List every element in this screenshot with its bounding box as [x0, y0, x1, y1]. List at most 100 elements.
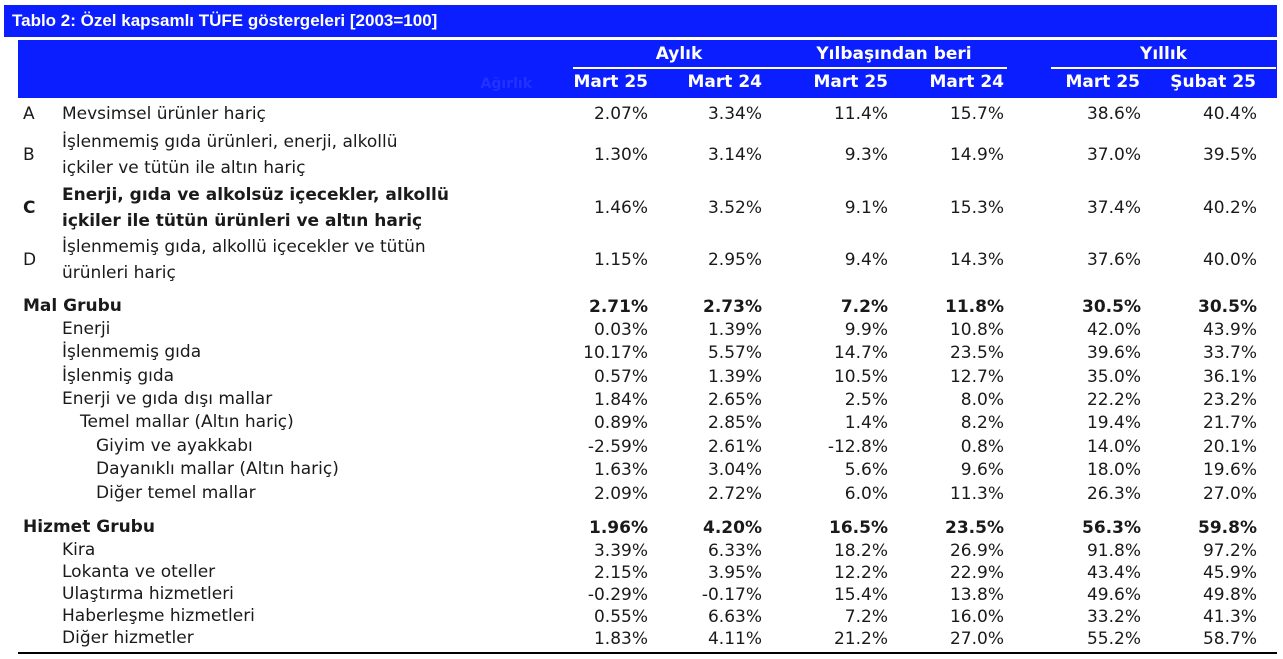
row-label: Enerji ve gıda dışı mallar [62, 389, 273, 409]
row-label: Mevsimsel ürünler hariç [62, 104, 266, 124]
cell-annual-mar25: 14.0% [1086, 436, 1141, 457]
column-header-monthly-mar24: Mart 24 [687, 72, 762, 92]
cell-annual-feb25: 59.8% [1198, 517, 1257, 538]
cell-ytd-mar24: 23.5% [945, 517, 1004, 538]
table-row: İşlenmemiş gıda 10.17% 5.57% 14.7% 23.5% 39.6… [0, 341, 1283, 364]
cell-monthly-mar24: 3.95% [707, 562, 762, 583]
cell-monthly-mar25: -2.59% [587, 436, 648, 457]
column-header-ytd-mar25: Mart 25 [813, 72, 888, 92]
table-row: Lokanta ve oteller 2.15% 3.95% 12.2% 22.9% 43… [0, 561, 1283, 584]
cell-ytd-mar24: 14.3% [949, 250, 1004, 270]
cell-annual-mar25: 39.6% [1086, 342, 1141, 363]
table-row: Enerji 0.03% 1.39% 9.9% 10.8% 42.0% 43.9% [0, 318, 1283, 341]
group-label: Hizmet Grubu [23, 517, 155, 537]
row-code: C [23, 198, 36, 218]
row-label: Temel mallar (Altın hariç) [80, 412, 294, 432]
cell-ytd-mar24: 14.9% [949, 145, 1004, 165]
group-header-ytd: Yılbaşından beri [816, 44, 972, 64]
cell-monthly-mar24: 2.72% [707, 483, 762, 504]
cell-ytd-mar24: 13.8% [949, 584, 1004, 605]
row-code: A [23, 104, 35, 124]
cell-monthly-mar25: 1.63% [593, 459, 648, 480]
cell-annual-mar25: 49.6% [1086, 584, 1141, 605]
column-header-ytd-mar24: Mart 24 [929, 72, 1004, 92]
cell-ytd-mar24: 0.8% [960, 436, 1004, 457]
cell-annual-feb25: 36.1% [1202, 366, 1257, 387]
cell-annual-feb25: 40.2% [1202, 198, 1257, 218]
row-label: Diğer hizmetler [62, 628, 194, 648]
cell-ytd-mar24: 15.3% [949, 198, 1004, 218]
cell-monthly-mar24: 3.52% [707, 198, 762, 218]
cell-monthly-mar25: 1.15% [593, 250, 648, 270]
cell-annual-feb25: 40.4% [1202, 104, 1257, 124]
table-row: A Mevsimsel ürünler hariç 2.07% 3.34% 11.4% 1… [0, 101, 1283, 127]
cell-monthly-mar24: 1.39% [707, 366, 762, 387]
cell-monthly-mar24: 2.85% [707, 412, 762, 433]
cell-monthly-mar25: 2.15% [593, 562, 648, 583]
row-label: İşlenmemiş gıda ürünleri, enerji, alkoll… [62, 132, 398, 178]
cell-monthly-mar25: 1.84% [593, 389, 648, 410]
cell-annual-mar25: 30.5% [1082, 296, 1141, 317]
cell-annual-feb25: 19.6% [1202, 459, 1257, 480]
cell-ytd-mar24: 11.3% [949, 483, 1004, 504]
cell-annual-feb25: 49.8% [1202, 584, 1257, 605]
cell-annual-feb25: 40.0% [1202, 250, 1257, 270]
cell-ytd-mar25: 9.4% [844, 250, 888, 270]
table-row: Kira 3.39% 6.33% 18.2% 26.9% 91.8% 97.2% [0, 539, 1283, 562]
table-row: Hizmet Grubu 1.96% 4.20% 16.5% 23.5% 56.3% 59.… [0, 516, 1283, 539]
cell-annual-mar25: 42.0% [1086, 319, 1141, 340]
cell-ytd-mar24: 22.9% [949, 562, 1004, 583]
group-underline-ytd [781, 67, 1007, 69]
group-underline-annual [1051, 67, 1276, 69]
table-row: B İşlenmemiş gıda ürünleri, enerji, alkol… [0, 129, 1283, 181]
column-header-annual-mar25: Mart 25 [1065, 72, 1140, 92]
cell-monthly-mar25: 1.96% [589, 517, 648, 538]
cell-monthly-mar25: 10.17% [583, 342, 648, 363]
cell-annual-feb25: 97.2% [1202, 540, 1257, 561]
group-underline-monthly [573, 67, 785, 69]
cell-monthly-mar25: 0.89% [593, 412, 648, 433]
cell-monthly-mar24: 2.65% [707, 389, 762, 410]
cell-monthly-mar25: 1.46% [593, 198, 648, 218]
table-row: Temel mallar (Altın hariç) 0.89% 2.85% 1.4%… [0, 411, 1283, 434]
row-label: Ulaştırma hizmetleri [62, 584, 234, 604]
cell-ytd-mar24: 26.9% [949, 540, 1004, 561]
cell-monthly-mar24: 4.11% [707, 628, 762, 649]
cell-annual-mar25: 33.2% [1086, 606, 1141, 627]
cell-ytd-mar24: 10.8% [949, 319, 1004, 340]
table-bottom-rule [18, 652, 1277, 654]
cell-ytd-mar24: 27.0% [949, 628, 1004, 649]
table-row: Diğer temel mallar 2.09% 2.72% 6.0% 11.3% 26.… [0, 482, 1283, 505]
cell-monthly-mar25: 1.30% [593, 145, 648, 165]
cell-ytd-mar25: 1.4% [844, 412, 888, 433]
cell-annual-mar25: 18.0% [1086, 459, 1141, 480]
table-row: İşlenmiş gıda 0.57% 1.39% 10.5% 12.7% 35.0% 36… [0, 365, 1283, 388]
cell-ytd-mar25: 10.5% [833, 366, 888, 387]
cell-annual-mar25: 55.2% [1086, 628, 1141, 649]
table-title: Tablo 2: Özel kapsamlı TÜFE göstergeleri… [4, 5, 1277, 37]
cell-monthly-mar24: 6.33% [707, 540, 762, 561]
row-label: İşlenmiş gıda [62, 366, 175, 386]
table-row: D İşlenmemiş gıda, alkollü içecekler ve t… [0, 234, 1283, 286]
cell-monthly-mar24: 5.57% [707, 342, 762, 363]
cell-monthly-mar25: 0.57% [593, 366, 648, 387]
table-row: Ulaştırma hizmetleri -0.29% -0.17% 15.4% 13.… [0, 583, 1283, 606]
cell-ytd-mar24: 8.2% [960, 412, 1004, 433]
cell-monthly-mar25: 2.07% [593, 104, 648, 124]
table-row: Diğer hizmetler 1.83% 4.11% 21.2% 27.0% 55.2%… [0, 627, 1283, 650]
cell-monthly-mar24: 3.04% [707, 459, 762, 480]
cell-annual-feb25: 41.3% [1202, 606, 1257, 627]
cell-ytd-mar24: 23.5% [949, 342, 1004, 363]
cell-annual-mar25: 43.4% [1086, 562, 1141, 583]
cell-ytd-mar24: 9.6% [960, 459, 1004, 480]
cell-ytd-mar25: 9.9% [844, 319, 888, 340]
cell-ytd-mar25: 16.5% [829, 517, 888, 538]
cell-ytd-mar25: 7.2% [844, 606, 888, 627]
table-row: C Enerji, gıda ve alkolsüz içecekler, alk… [0, 182, 1283, 234]
cell-annual-mar25: 37.6% [1086, 250, 1141, 270]
group-header-annual: Yıllık [1140, 44, 1187, 64]
cell-ytd-mar25: 12.2% [833, 562, 888, 583]
cell-monthly-mar24: 1.39% [707, 319, 762, 340]
cell-annual-feb25: 39.5% [1202, 145, 1257, 165]
row-label: Dayanıklı mallar (Altın hariç) [96, 459, 339, 479]
